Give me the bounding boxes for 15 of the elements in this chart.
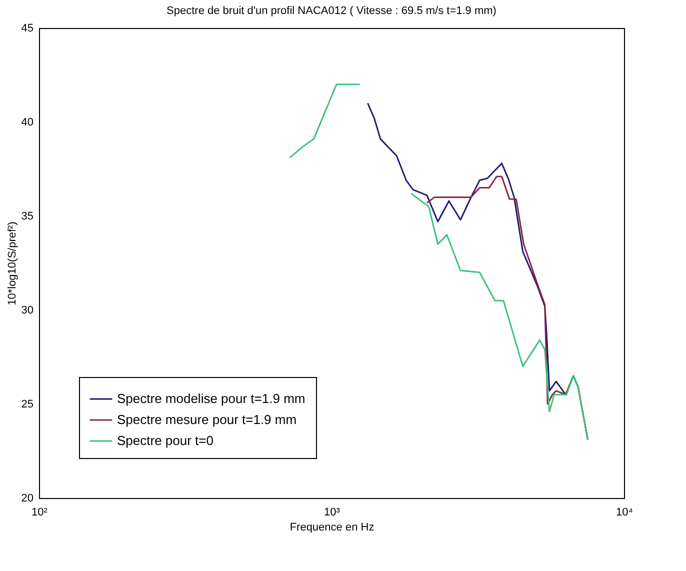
chart-title: Spectre de bruit d'un profil NACA012 ( Vitesse : 69.5 m/s t=1.9 mm) — [166, 5, 496, 17]
x-axis-title: Frequence en Hz — [290, 522, 374, 534]
y-tick-label: 20 — [21, 492, 34, 504]
legend-label: Spectre mesure pour t=1.9 mm — [117, 412, 297, 427]
y-tick-label: 25 — [21, 398, 34, 410]
y-tick-label: 40 — [21, 116, 34, 128]
legend-label: Spectre pour t=0 — [117, 433, 214, 448]
x-tick-label: 10³ — [324, 506, 340, 518]
legend-label: Spectre modelise pour t=1.9 mm — [117, 391, 306, 406]
x-tick-label: 10⁴ — [616, 506, 634, 518]
y-tick-label: 30 — [21, 304, 34, 316]
y-axis-title: 10*log10(S/pref²) — [6, 222, 18, 306]
x-tick-label: 10² — [32, 506, 48, 518]
y-tick-label: 35 — [21, 210, 34, 222]
y-tick-label: 45 — [21, 22, 34, 34]
